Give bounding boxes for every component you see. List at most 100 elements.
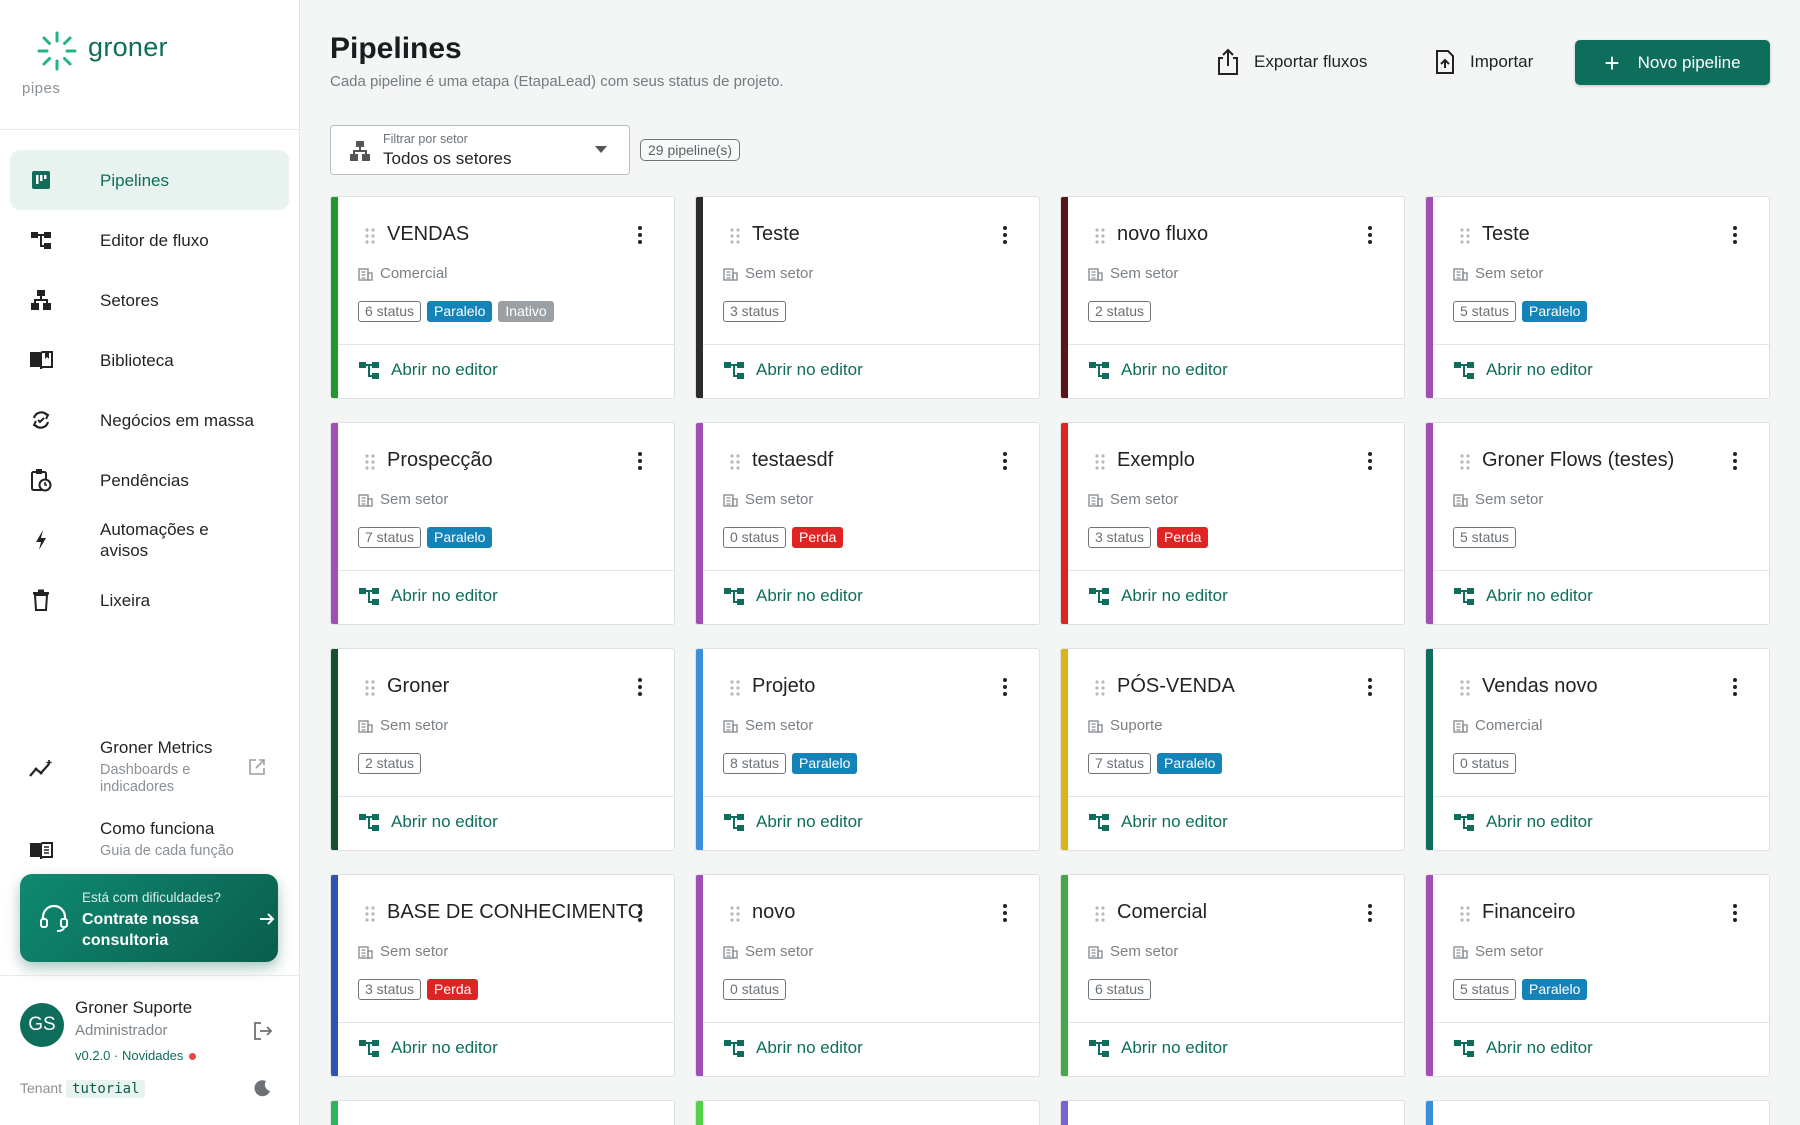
sector-name: Sem setor bbox=[1475, 265, 1544, 282]
sidebar-item-bulk-deals[interactable]: Negócios em massa bbox=[10, 390, 289, 450]
sector-name: Sem setor bbox=[1110, 943, 1179, 960]
open-in-editor-button[interactable]: Abrir no editor bbox=[1453, 359, 1593, 381]
more-vertical-icon[interactable] bbox=[1730, 450, 1740, 472]
drag-handle-icon[interactable] bbox=[729, 227, 741, 245]
sidebar-item-groner-metrics[interactable]: Groner Metrics Dashboards e indicadores bbox=[10, 734, 289, 804]
drag-handle-icon[interactable] bbox=[1094, 679, 1106, 697]
pipeline-sector: Sem setor bbox=[1453, 265, 1543, 282]
open-in-editor-button[interactable]: Abrir no editor bbox=[1453, 1037, 1593, 1059]
more-vertical-icon[interactable] bbox=[1000, 450, 1010, 472]
drag-handle-icon[interactable] bbox=[729, 905, 741, 923]
more-vertical-icon[interactable] bbox=[1365, 224, 1375, 246]
moon-icon[interactable] bbox=[252, 1079, 272, 1099]
open-in-editor-button[interactable]: Abrir no editor bbox=[358, 1037, 498, 1059]
drag-handle-icon[interactable] bbox=[1094, 905, 1106, 923]
more-vertical-icon[interactable] bbox=[1365, 676, 1375, 698]
more-vertical-icon[interactable] bbox=[1730, 902, 1740, 924]
drag-handle-icon[interactable] bbox=[729, 679, 741, 697]
logout-icon[interactable] bbox=[252, 1020, 274, 1042]
open-in-editor-button[interactable]: Abrir no editor bbox=[1088, 1037, 1228, 1059]
pipeline-color-bar bbox=[696, 649, 703, 850]
export-flows-button[interactable]: Exportar fluxos bbox=[1216, 42, 1367, 82]
more-vertical-icon[interactable] bbox=[635, 224, 645, 246]
consultancy-banner[interactable]: Está com dificuldades? Contrate nossa co… bbox=[20, 874, 278, 962]
drag-handle-icon[interactable] bbox=[1094, 227, 1106, 245]
sector-name: Sem setor bbox=[745, 943, 814, 960]
open-in-editor-button[interactable]: Abrir no editor bbox=[358, 585, 498, 607]
open-in-editor-button[interactable]: Abrir no editor bbox=[723, 585, 863, 607]
more-vertical-icon[interactable] bbox=[1000, 676, 1010, 698]
pipeline-sector: Sem setor bbox=[1088, 943, 1178, 960]
more-vertical-icon[interactable] bbox=[1365, 902, 1375, 924]
drag-handle-icon[interactable] bbox=[364, 679, 376, 697]
drag-handle-icon[interactable] bbox=[364, 905, 376, 923]
open-in-editor-button[interactable]: Abrir no editor bbox=[358, 359, 498, 381]
more-vertical-icon[interactable] bbox=[1730, 676, 1740, 698]
avatar[interactable]: GS bbox=[20, 1003, 64, 1047]
pipeline-color-bar bbox=[696, 423, 703, 624]
pipeline-card: novo Sem setor 0 status Abrir no editor bbox=[695, 874, 1040, 1077]
open-in-editor-button[interactable]: Abrir no editor bbox=[1088, 359, 1228, 381]
more-vertical-icon[interactable] bbox=[635, 450, 645, 472]
sidebar-item-library[interactable]: Biblioteca bbox=[10, 330, 289, 390]
drag-handle-icon[interactable] bbox=[364, 227, 376, 245]
more-vertical-icon[interactable] bbox=[1730, 224, 1740, 246]
sidebar-item-label: Automações e avisos bbox=[100, 520, 209, 560]
version-number: v0.2.0 bbox=[75, 1048, 111, 1063]
drag-handle-icon[interactable] bbox=[1459, 679, 1471, 697]
open-in-editor-label: Abrir no editor bbox=[1486, 586, 1593, 605]
sidebar-item-flow-editor[interactable]: Editor de fluxo bbox=[10, 210, 289, 270]
sidebar-item-pipelines[interactable]: Pipelines bbox=[10, 150, 289, 210]
pipeline-color-bar bbox=[1426, 875, 1433, 1076]
status-count-badge: 7 status bbox=[1088, 753, 1152, 774]
open-in-editor-button[interactable]: Abrir no editor bbox=[723, 359, 863, 381]
status-count-badge: 2 status bbox=[1088, 301, 1152, 322]
more-vertical-icon[interactable] bbox=[635, 902, 645, 924]
tenant-info: Tenant tutorial bbox=[20, 1080, 146, 1098]
sidebar-item-how-it-works[interactable]: Como funciona Guia de cada função bbox=[10, 815, 289, 885]
user-area: GS Groner Suporte Administrador v0.2.0 ·… bbox=[0, 975, 300, 1125]
more-vertical-icon[interactable] bbox=[1000, 224, 1010, 246]
sidebar-item-pending[interactable]: Pendências bbox=[10, 450, 289, 510]
pipeline-color-bar bbox=[1061, 649, 1068, 850]
flow-editor-icon bbox=[359, 588, 379, 605]
open-in-editor-button[interactable]: Abrir no editor bbox=[1088, 585, 1228, 607]
import-button[interactable]: Importar bbox=[1434, 42, 1533, 82]
drag-handle-icon[interactable] bbox=[729, 453, 741, 471]
pipeline-badges: 5 status bbox=[1453, 527, 1517, 548]
drag-handle-icon[interactable] bbox=[1459, 227, 1471, 245]
open-in-editor-button[interactable]: Abrir no editor bbox=[723, 811, 863, 833]
pipeline-card: Financeiro Sem setor 5 status Paralelo Ab… bbox=[1425, 874, 1770, 1077]
open-in-editor-button[interactable]: Abrir no editor bbox=[1453, 585, 1593, 607]
pipeline-color-bar bbox=[696, 875, 703, 1076]
page-subtitle: Cada pipeline é uma etapa (EtapaLead) co… bbox=[330, 73, 784, 90]
new-pipeline-button[interactable]: + Novo pipeline bbox=[1575, 40, 1770, 85]
drag-handle-icon[interactable] bbox=[1459, 905, 1471, 923]
drag-handle-icon[interactable] bbox=[1094, 453, 1106, 471]
sidebar-item-automations[interactable]: Automações e avisos bbox=[10, 510, 289, 570]
flow-editor-icon bbox=[359, 362, 379, 379]
howto-desc: Guia de cada função bbox=[100, 843, 234, 859]
user-name: Groner Suporte bbox=[75, 998, 193, 1017]
import-label: Importar bbox=[1470, 52, 1534, 71]
divider bbox=[338, 344, 674, 345]
sidebar-item-sectors[interactable]: Setores bbox=[10, 270, 289, 330]
news-link[interactable]: Novidades bbox=[121, 1048, 184, 1063]
open-in-editor-label: Abrir no editor bbox=[1486, 360, 1593, 379]
more-vertical-icon[interactable] bbox=[1365, 450, 1375, 472]
open-in-editor-button[interactable]: Abrir no editor bbox=[1453, 811, 1593, 833]
drag-handle-icon[interactable] bbox=[364, 453, 376, 471]
more-vertical-icon[interactable] bbox=[635, 676, 645, 698]
drag-handle-icon[interactable] bbox=[1459, 453, 1471, 471]
building-icon bbox=[723, 493, 738, 507]
pipeline-badges: 0 status bbox=[1453, 753, 1517, 774]
status-count-badge: 3 status bbox=[358, 979, 422, 1000]
building-icon bbox=[1088, 493, 1103, 507]
sector-filter-select[interactable]: Filtrar por setor Todos os setores bbox=[330, 125, 630, 175]
open-in-editor-button[interactable]: Abrir no editor bbox=[358, 811, 498, 833]
open-in-editor-button[interactable]: Abrir no editor bbox=[723, 1037, 863, 1059]
more-vertical-icon[interactable] bbox=[1000, 902, 1010, 924]
sidebar-item-trash[interactable]: Lixeira bbox=[10, 570, 289, 630]
external-link-icon[interactable] bbox=[248, 758, 266, 776]
open-in-editor-button[interactable]: Abrir no editor bbox=[1088, 811, 1228, 833]
